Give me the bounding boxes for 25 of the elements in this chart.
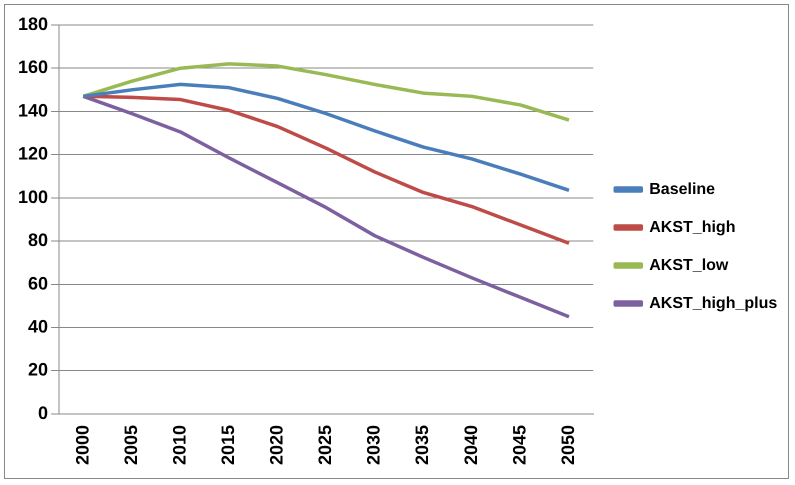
legend-label: AKST_low — [649, 256, 729, 274]
x-tick-label: 2045 — [509, 424, 530, 466]
x-tick-label: 2050 — [558, 424, 578, 466]
x-tick-label: 2010 — [169, 424, 190, 466]
y-tick-label: 20 — [28, 360, 48, 380]
legend-label: AKST_high — [649, 218, 736, 236]
legend-label: Baseline — [649, 180, 716, 198]
y-tick-label: 60 — [28, 273, 48, 294]
y-tick-label: 40 — [28, 316, 48, 336]
y-tick-label: 160 — [18, 57, 48, 78]
y-tick-label: 180 — [18, 14, 48, 34]
legend-label: AKST_high_plus — [649, 294, 778, 312]
x-tick-label: 2000 — [72, 424, 92, 466]
x-tick-label: 2035 — [412, 424, 432, 466]
y-tick-label: 0 — [38, 402, 48, 423]
x-tick-label: 2025 — [315, 424, 336, 466]
x-tick-label: 2040 — [460, 424, 481, 466]
x-tick-label: 2015 — [218, 424, 238, 466]
x-tick-label: 2030 — [364, 424, 384, 466]
y-tick-label: 140 — [18, 100, 48, 120]
x-tick-label: 2020 — [266, 424, 287, 466]
x-tick-label: 2005 — [120, 424, 141, 466]
y-tick-label: 120 — [18, 144, 48, 164]
y-tick-label: 80 — [28, 230, 48, 250]
y-tick-label: 100 — [18, 186, 48, 207]
